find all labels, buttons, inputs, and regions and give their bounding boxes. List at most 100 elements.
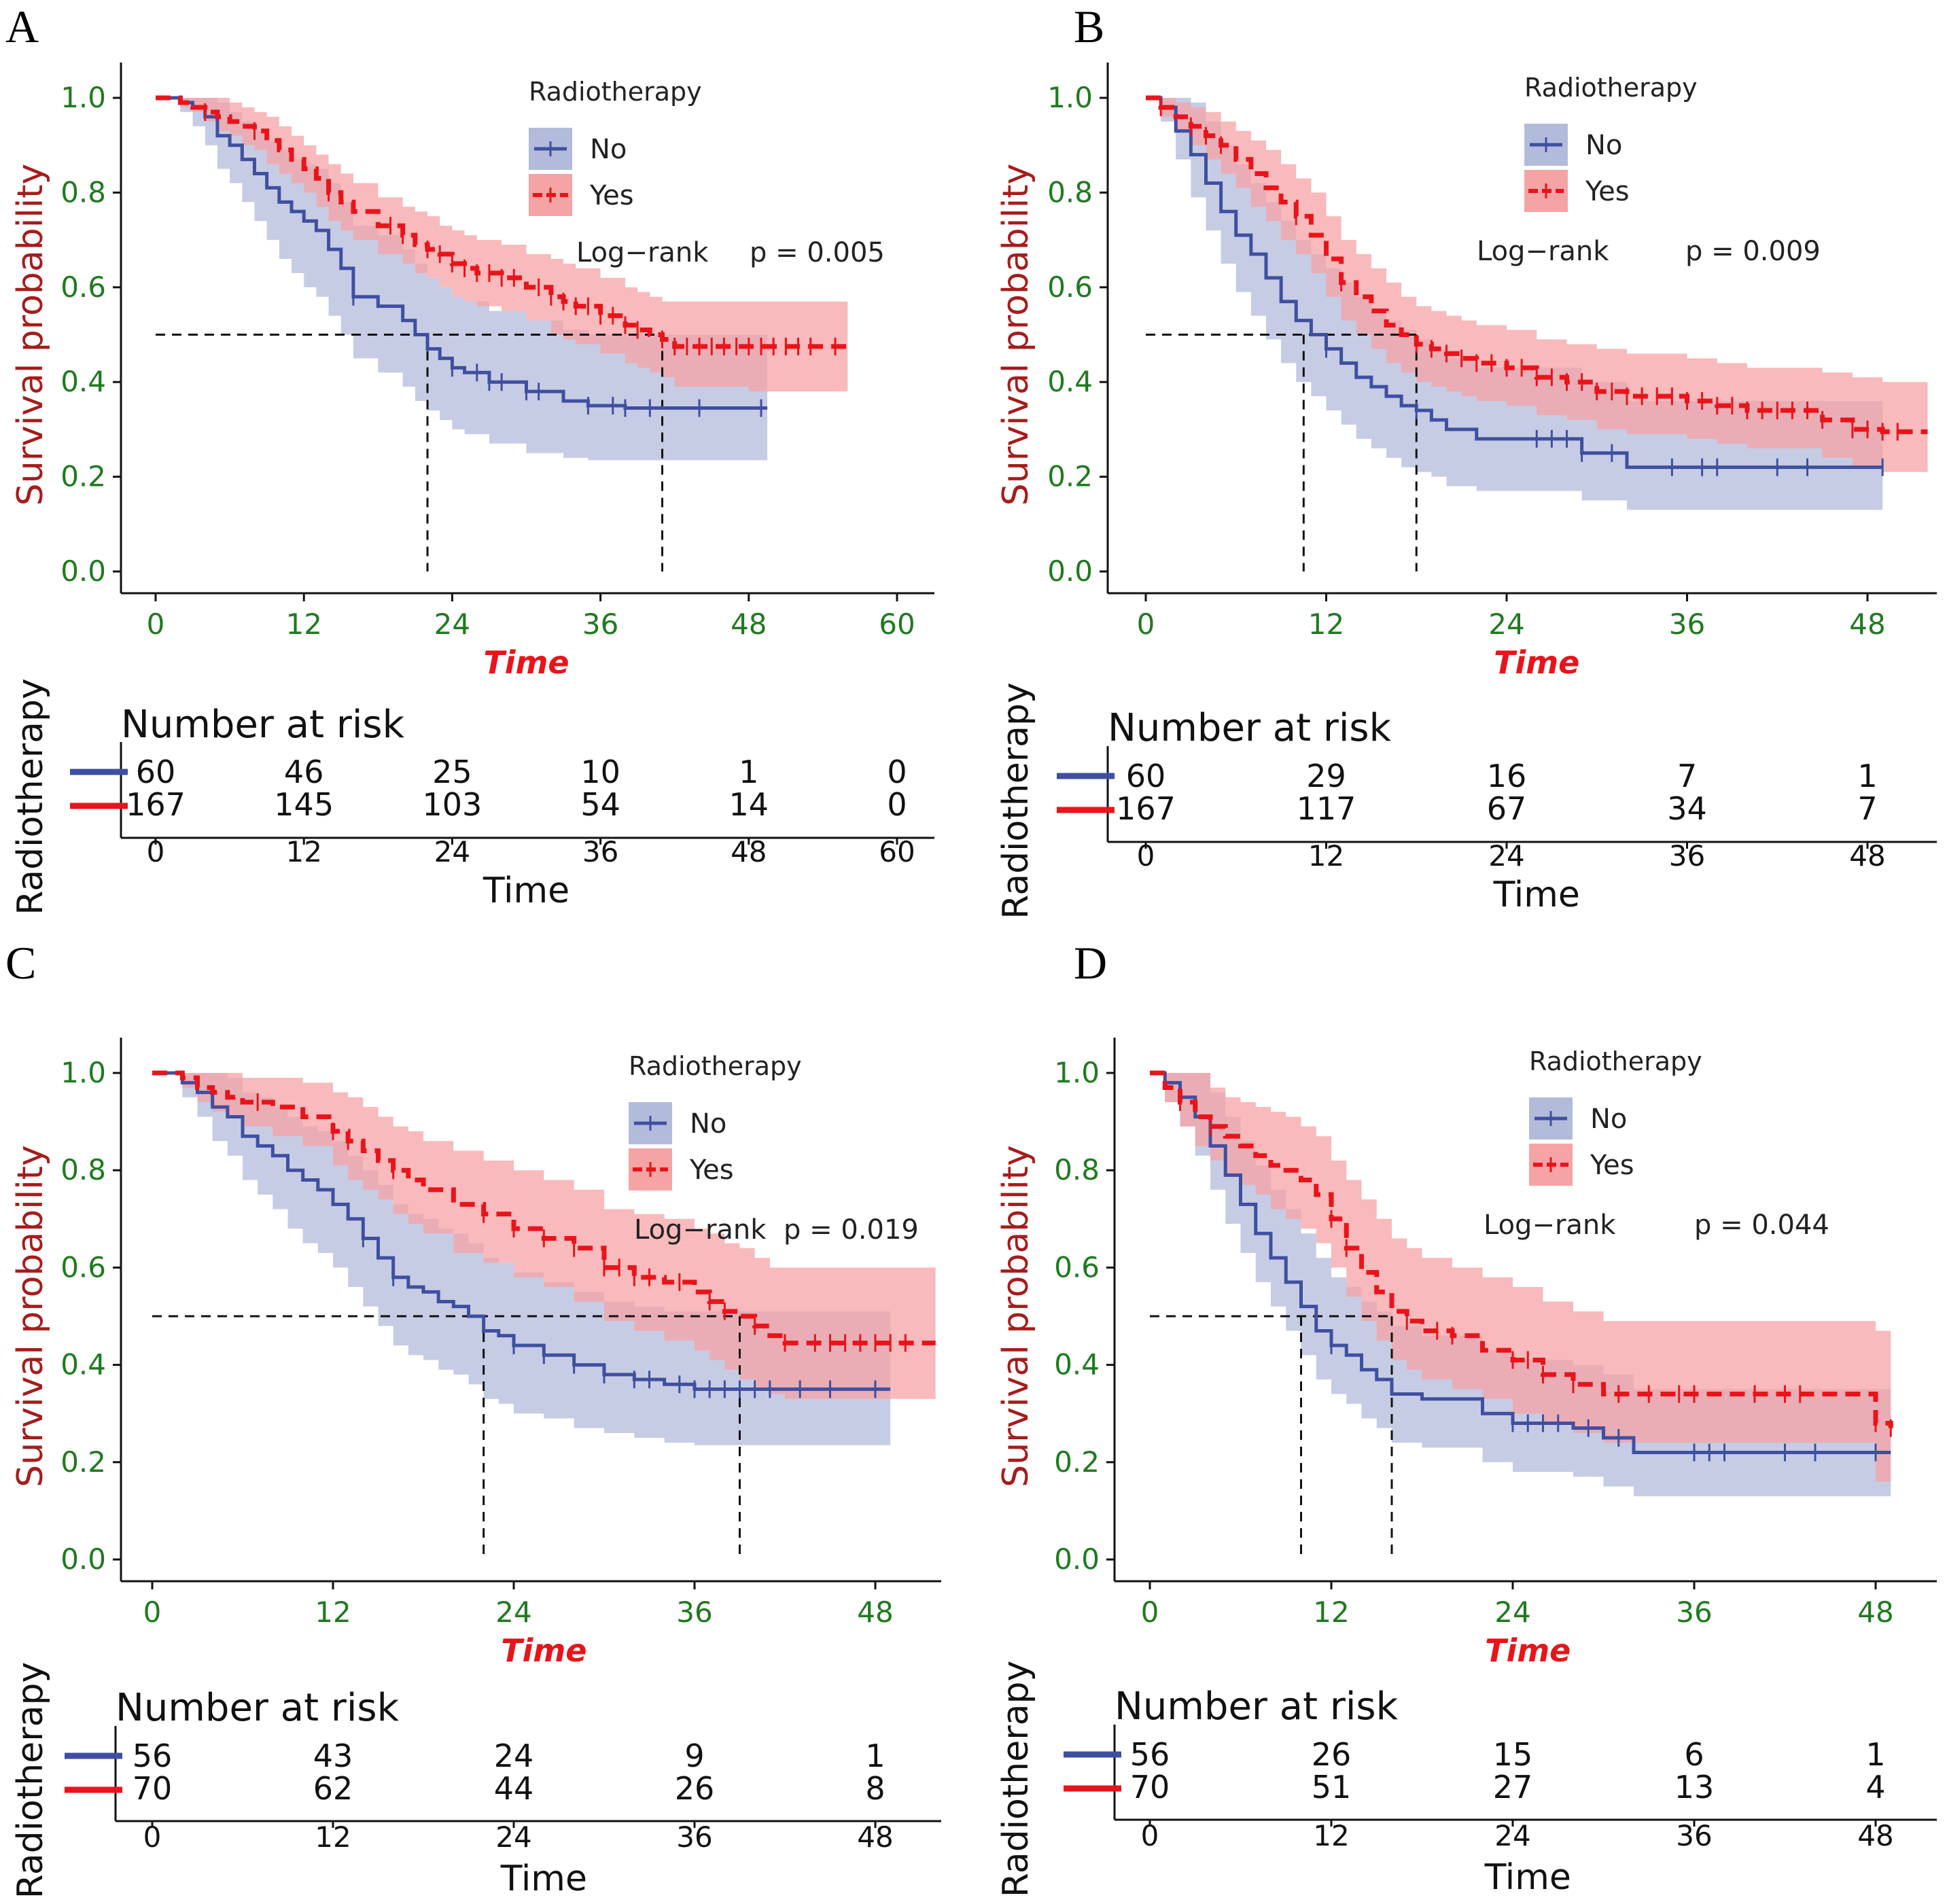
panel-A: A 0.0 0.2 0.4 0.6 0.8 1.0 0 12 24 36 48 60 Time Surviv… xyxy=(5,1,934,915)
legend: Radiotherapy No Yes xyxy=(1524,73,1698,212)
y-tick-label: 0.6 xyxy=(60,270,106,304)
legend-label-yes: Yes xyxy=(589,180,634,211)
panel-letter: C xyxy=(5,937,36,989)
risk-x-tick-label: 0 xyxy=(1137,839,1155,872)
x-axis-title: Time xyxy=(501,1632,586,1669)
x-axis-title: Time xyxy=(1485,1632,1571,1669)
legend-title: Radiotherapy xyxy=(529,77,702,107)
y-tick-label: 0.8 xyxy=(60,1153,106,1186)
risk-count-no: 9 xyxy=(684,1738,704,1774)
risk-x-tick-label: 12 xyxy=(1313,1819,1349,1852)
x-tick-label: 36 xyxy=(676,1596,712,1629)
x-tick-label: 0 xyxy=(1141,1596,1159,1629)
risk-table: Number at risk60167046145122510324105436… xyxy=(10,678,934,915)
logrank-label: Log−rank xyxy=(634,1214,767,1246)
y-tick-label: 0.6 xyxy=(1054,1250,1100,1284)
p-value: p = 0.044 xyxy=(1694,1210,1829,1241)
risk-count-no: 10 xyxy=(580,754,620,790)
risk-y-axis-title: Radiotherapy xyxy=(996,682,1036,919)
risk-count-yes: 117 xyxy=(1297,790,1356,827)
logrank-label: Log−rank xyxy=(1484,1210,1616,1241)
risk-count-yes: 103 xyxy=(422,786,482,823)
risk-x-tick-label: 48 xyxy=(1857,1819,1893,1852)
risk-y-axis-title: Radiotherapy xyxy=(10,678,51,915)
risk-x-tick-label: 48 xyxy=(857,1820,893,1854)
y-tick-label: 0.0 xyxy=(1047,554,1093,588)
risk-x-axis-title: Time xyxy=(1493,875,1580,915)
risk-x-axis-title: Time xyxy=(483,870,569,911)
ci-band-yes xyxy=(1146,98,1928,472)
y-tick-label: 0.0 xyxy=(60,1542,106,1576)
risk-count-yes: 4 xyxy=(1865,1769,1885,1805)
y-tick-label: 0.6 xyxy=(60,1250,106,1284)
risk-count-yes: 145 xyxy=(274,786,334,823)
y-axis-title: Survival probability xyxy=(10,164,51,506)
risk-count-no: 1 xyxy=(739,754,758,790)
y-tick-label: 0.8 xyxy=(1047,175,1093,209)
survival-curve-no xyxy=(152,1071,891,1391)
x-tick-label: 48 xyxy=(1849,607,1885,641)
risk-count-no: 1 xyxy=(1865,1736,1885,1773)
risk-x-axis-title: Time xyxy=(1484,1857,1571,1898)
risk-x-tick-label: 24 xyxy=(1488,839,1524,872)
legend: Radiotherapy No Yes xyxy=(1529,1046,1702,1186)
y-tick-label: 0.4 xyxy=(1054,1348,1100,1381)
x-tick-label: 36 xyxy=(1669,607,1705,641)
panel-B: B 0.0 0.2 0.4 0.6 0.8 1.0 0 12 24 36 48 Time Survival… xyxy=(996,1,1937,919)
y-tick-label: 0.4 xyxy=(60,365,106,398)
survival-curve-no xyxy=(1150,1071,1891,1454)
risk-count-yes: 14 xyxy=(729,786,769,823)
y-tick-label: 0.2 xyxy=(60,1445,106,1479)
risk-table-title: Number at risk xyxy=(1115,1685,1399,1729)
ci-band-yes xyxy=(156,98,848,392)
risk-x-tick-label: 24 xyxy=(434,835,470,868)
legend-title: Radiotherapy xyxy=(1524,73,1698,103)
risk-table-title: Number at risk xyxy=(116,1686,400,1730)
survival-curve-no xyxy=(1146,96,1883,470)
x-tick-label: 36 xyxy=(582,607,618,641)
risk-x-tick-label: 24 xyxy=(1494,1819,1530,1852)
survival-curve-yes xyxy=(152,1070,936,1345)
legend-label-no: No xyxy=(590,134,627,165)
risk-x-axis-title: Time xyxy=(500,1858,587,1899)
y-tick-label: 0.0 xyxy=(1054,1542,1100,1576)
y-tick-label: 0.4 xyxy=(60,1348,106,1381)
ci-band-no xyxy=(152,1073,891,1445)
legend-label-no: No xyxy=(1585,130,1622,161)
y-tick-label: 0.6 xyxy=(1047,270,1093,304)
y-axis-title: Survival probability xyxy=(996,1145,1036,1487)
y-tick-label: 1.0 xyxy=(1047,81,1093,114)
risk-x-tick-label: 60 xyxy=(879,835,915,868)
legend-label-yes: Yes xyxy=(1590,1150,1634,1181)
y-tick-label: 1.0 xyxy=(1054,1056,1100,1089)
panel-letter: B xyxy=(1074,1,1104,52)
panel-C: C 0.0 0.2 0.4 0.6 0.8 1.0 0 12 24 36 48 Time Survival… xyxy=(5,937,941,1899)
risk-table-title: Number at risk xyxy=(1108,706,1392,750)
y-tick-label: 0.8 xyxy=(60,175,106,209)
logrank-label: Log−rank xyxy=(576,237,709,268)
survival-curve-yes xyxy=(1150,1070,1893,1428)
risk-count-yes: 0 xyxy=(887,786,907,823)
risk-count-yes: 44 xyxy=(494,1770,534,1807)
y-tick-label: 0.2 xyxy=(1054,1445,1100,1479)
risk-x-tick-label: 24 xyxy=(495,1820,531,1854)
risk-count-yes: 167 xyxy=(1116,790,1176,827)
x-tick-label: 48 xyxy=(731,607,767,641)
x-tick-label: 0 xyxy=(1137,607,1155,641)
risk-x-tick-label: 12 xyxy=(315,1820,351,1854)
risk-count-no: 25 xyxy=(432,754,472,790)
risk-table: Number at risk60167029117121667247343617… xyxy=(996,682,1937,919)
risk-count-yes: 67 xyxy=(1487,790,1527,827)
legend-label-yes: Yes xyxy=(1585,176,1630,207)
legend-label-yes: Yes xyxy=(689,1154,734,1186)
x-tick-label: 24 xyxy=(1494,1596,1530,1629)
x-tick-label: 48 xyxy=(857,1596,893,1629)
legend-title: Radiotherapy xyxy=(629,1051,802,1081)
y-tick-label: 1.0 xyxy=(60,81,106,114)
risk-x-tick-label: 48 xyxy=(1849,839,1885,872)
x-tick-label: 24 xyxy=(434,607,470,641)
risk-count-yes: 62 xyxy=(313,1770,353,1807)
risk-count-yes: 13 xyxy=(1674,1769,1715,1805)
